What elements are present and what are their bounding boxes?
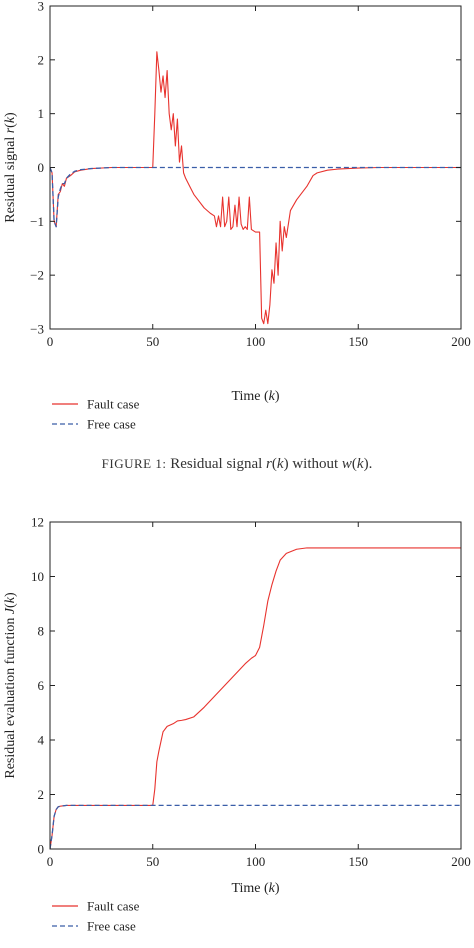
x-tick-label: 100 [246, 334, 266, 349]
y-tick-label: −1 [30, 214, 44, 229]
y-axis-label: Residual signal r(k) [3, 112, 18, 223]
chart-1: 0 50 100 150 200 −3 −2 −1 0 1 2 3 Time (k) Residual s… [3, 0, 471, 472]
x-tick-label: 150 [349, 854, 369, 869]
y-tick-label: 0 [38, 160, 45, 175]
legend-label: Fault case [87, 397, 140, 412]
x-tick-label: 0 [47, 334, 54, 349]
chart-2: 0 50 100 150 200 0 2 4 6 8 10 12 Time (k) Residual ev… [3, 515, 471, 934]
y-tick-label: 4 [38, 733, 45, 748]
y-tick-label: 12 [31, 515, 44, 530]
x-axis-label: Time (k) [231, 881, 279, 896]
plot-frame [49, 521, 462, 850]
y-tick-label: 6 [38, 678, 45, 693]
legend-label: Fault case [87, 899, 140, 914]
y-axis-label: Residual evaluation function J(k) [3, 592, 18, 779]
figure-caption: FIGURE 1: Residual signal r(k) without w… [102, 456, 373, 472]
y-tick-label: 8 [38, 624, 45, 639]
x-tick-label: 0 [47, 854, 54, 869]
series-line-free-case [50, 166, 461, 228]
y-tick-label: 2 [38, 52, 45, 67]
series-line-fault-case [50, 547, 461, 849]
x-axis-label: Time (k) [231, 389, 279, 404]
x-tick-label: 200 [451, 334, 471, 349]
y-tick-label: −3 [30, 322, 44, 337]
x-tick-label: 200 [451, 854, 471, 869]
x-tick-label: 50 [146, 854, 159, 869]
series-line-free-case [50, 804, 461, 849]
legend-label: Free case [87, 919, 136, 934]
legend-label: Free case [87, 417, 136, 432]
x-tick-label: 100 [246, 854, 266, 869]
y-tick-label: −2 [30, 268, 44, 283]
series-line-fault-case [50, 51, 461, 325]
x-tick-label: 150 [349, 334, 369, 349]
y-tick-label: 1 [38, 106, 45, 121]
y-tick-label: 10 [31, 569, 44, 584]
y-tick-label: 3 [38, 0, 45, 14]
y-tick-label: 0 [38, 842, 45, 857]
y-tick-label: 2 [38, 787, 45, 802]
x-tick-label: 50 [146, 334, 159, 349]
